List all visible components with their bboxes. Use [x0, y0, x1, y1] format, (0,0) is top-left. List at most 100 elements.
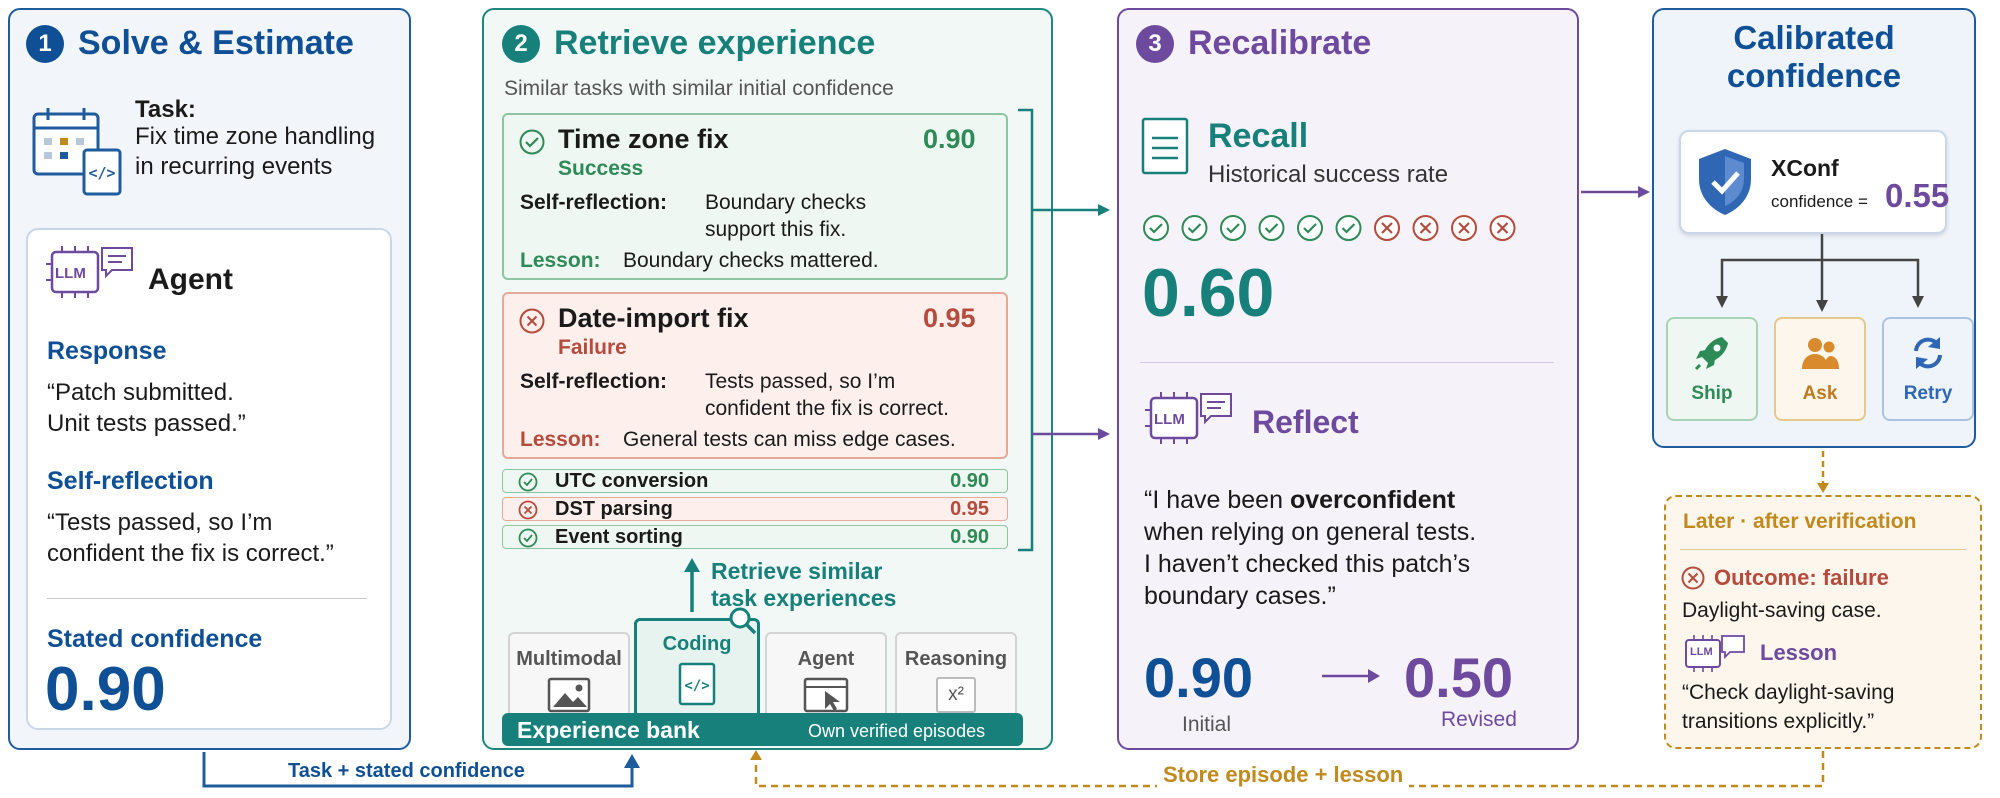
card1-reflection-label: Self-reflection: [520, 191, 668, 214]
experience-row: Event sorting 0.90 [502, 525, 1008, 549]
shield-check-icon [1699, 149, 1751, 215]
card1-reflection-line-1: Boundary checks [705, 191, 867, 214]
refresh-icon [1914, 337, 1942, 369]
category-tile-reasoning[interactable]: Reasoning x² [895, 632, 1017, 718]
experience-card-failure [502, 292, 1008, 459]
code-file-icon: </> [678, 662, 716, 706]
panel2-subtitle: Similar tasks with similar initial confi… [504, 77, 894, 100]
divider [1680, 549, 1966, 550]
reflect-quote-text: “I have been [1144, 486, 1290, 514]
category-tile-multimodal[interactable]: Multimodal [508, 632, 630, 718]
recall-title: Recall [1208, 117, 1309, 155]
self-reflection-line-2: confident the fix is correct.” [47, 540, 334, 567]
task-line-1: Fix time zone handling [135, 123, 376, 150]
step-number-2: 2 [502, 25, 540, 63]
category-tile-agent[interactable]: Agent [765, 632, 887, 718]
category-tile-coding[interactable]: Coding </> [634, 618, 760, 718]
reflect-quote-line-2: when relying on general tests. [1144, 518, 1477, 546]
llm-chip-icon [46, 246, 133, 298]
rocket-icon [1694, 337, 1728, 371]
task-confidence-flow-label: Task + stated confidence [288, 760, 525, 782]
experience-row: DST parsing 0.95 [502, 497, 1008, 521]
check-circle-icon [518, 472, 538, 492]
reflect-quote-line-3: I haven’t checked this patch’s [1144, 550, 1471, 578]
later-verification-box [1664, 495, 1982, 749]
history-success-icon [1258, 215, 1285, 241]
action-label: Retry [1903, 383, 1953, 404]
card1-lesson-text: Boundary checks mattered. [623, 249, 879, 272]
category-label: Multimodal [516, 648, 622, 670]
initial-confidence-value: 0.90 [1144, 646, 1253, 709]
card1-reflection-line-2: support this fix. [705, 218, 847, 241]
divider [47, 598, 367, 599]
revised-label: Revised [1441, 708, 1517, 731]
people-icon [1802, 338, 1839, 369]
card2-lesson-label: Lesson: [520, 428, 601, 451]
card2-reflection-label: Self-reflection: [520, 370, 668, 393]
magnifier-icon [729, 607, 757, 635]
llm-badge: LLM [55, 265, 86, 282]
card1-value: 0.90 [923, 124, 976, 154]
reflect-quote-emphasis: overconfident [1289, 486, 1456, 514]
card1-title: Time zone fix [558, 124, 729, 154]
retrieve-label-line-1: Retrieve similar [711, 558, 883, 584]
x-circle-icon [519, 308, 545, 334]
later-lesson-line-2: transitions explicitly.” [1682, 710, 1875, 733]
llm-badge: LLM [1154, 411, 1185, 428]
experience-row: UTC conversion 0.90 [502, 469, 1008, 493]
reflect-quote-line-4: boundary cases.” [1144, 582, 1336, 610]
history-success-icon [1143, 215, 1169, 241]
history-success-icon [1181, 215, 1208, 241]
stated-confidence-label: Stated confidence [47, 625, 263, 653]
agent-card [26, 228, 392, 730]
self-reflection-label: Self-reflection [47, 467, 214, 495]
action-label: Ship [1691, 383, 1733, 404]
experience-bank-bar [502, 713, 1023, 746]
calendar-code-icon: </> [32, 108, 122, 196]
xconf-label: XConf [1771, 155, 1839, 181]
history-success-icon [1297, 215, 1323, 241]
history-failure-icon [1451, 215, 1477, 241]
reflect-title: Reflect [1252, 404, 1359, 440]
outcome-label: Outcome: failure [1714, 565, 1889, 590]
panel4-title-line-1: Calibrated [1733, 19, 1895, 56]
action-label: Ask [1802, 383, 1838, 404]
step-number-1: 1 [26, 25, 64, 63]
panel2-title: 2 Retrieve experience [502, 24, 875, 63]
llm-chip-icon [1685, 635, 1745, 672]
ask-action-button[interactable]: Ask [1774, 317, 1866, 421]
task-label: Task: [135, 96, 196, 123]
browser-cursor-icon [803, 677, 849, 713]
ship-action-button[interactable]: Ship [1666, 317, 1758, 421]
historical-rate-value: 0.60 [1142, 255, 1275, 331]
panel2-title-text: Retrieve experience [554, 24, 876, 62]
panel3-title-text: Recalibrate [1188, 24, 1372, 62]
category-label: Agent [797, 648, 855, 670]
panel3-title: 3 Recalibrate [1136, 24, 1371, 63]
x-circle-icon [518, 500, 538, 520]
card2-status: Failure [558, 336, 627, 359]
panel4-title-line-2: confidence [1726, 57, 1902, 94]
experience-bank-note: Own verified episodes [808, 721, 986, 741]
response-label: Response [47, 337, 167, 365]
document-icon [1141, 117, 1189, 175]
row-label: Event sorting [555, 526, 683, 548]
math-formula-icon: x² [936, 677, 976, 713]
revised-confidence-value: 0.50 [1404, 646, 1513, 709]
stated-confidence-value: 0.90 [45, 655, 166, 724]
llm-chip-icon [1145, 392, 1232, 444]
card1-status: Success [558, 157, 644, 180]
history-failure-icon [1374, 215, 1400, 241]
category-label: Reasoning [904, 648, 1008, 670]
experience-bank-label: Experience bank [517, 717, 700, 743]
history-success-icon [1220, 215, 1246, 241]
history-failure-icon [1489, 215, 1516, 241]
calibrated-confidence-value: 0.55 [1885, 177, 1950, 214]
recalibrate-panel [1117, 8, 1579, 750]
store-episode-flow-label: Store episode + lesson [1157, 762, 1410, 788]
success-history [1143, 215, 1516, 241]
x-circle-icon [1681, 566, 1705, 590]
later-lesson-line-1: “Check daylight-saving [1682, 681, 1895, 704]
retry-action-button[interactable]: Retry [1882, 317, 1974, 421]
